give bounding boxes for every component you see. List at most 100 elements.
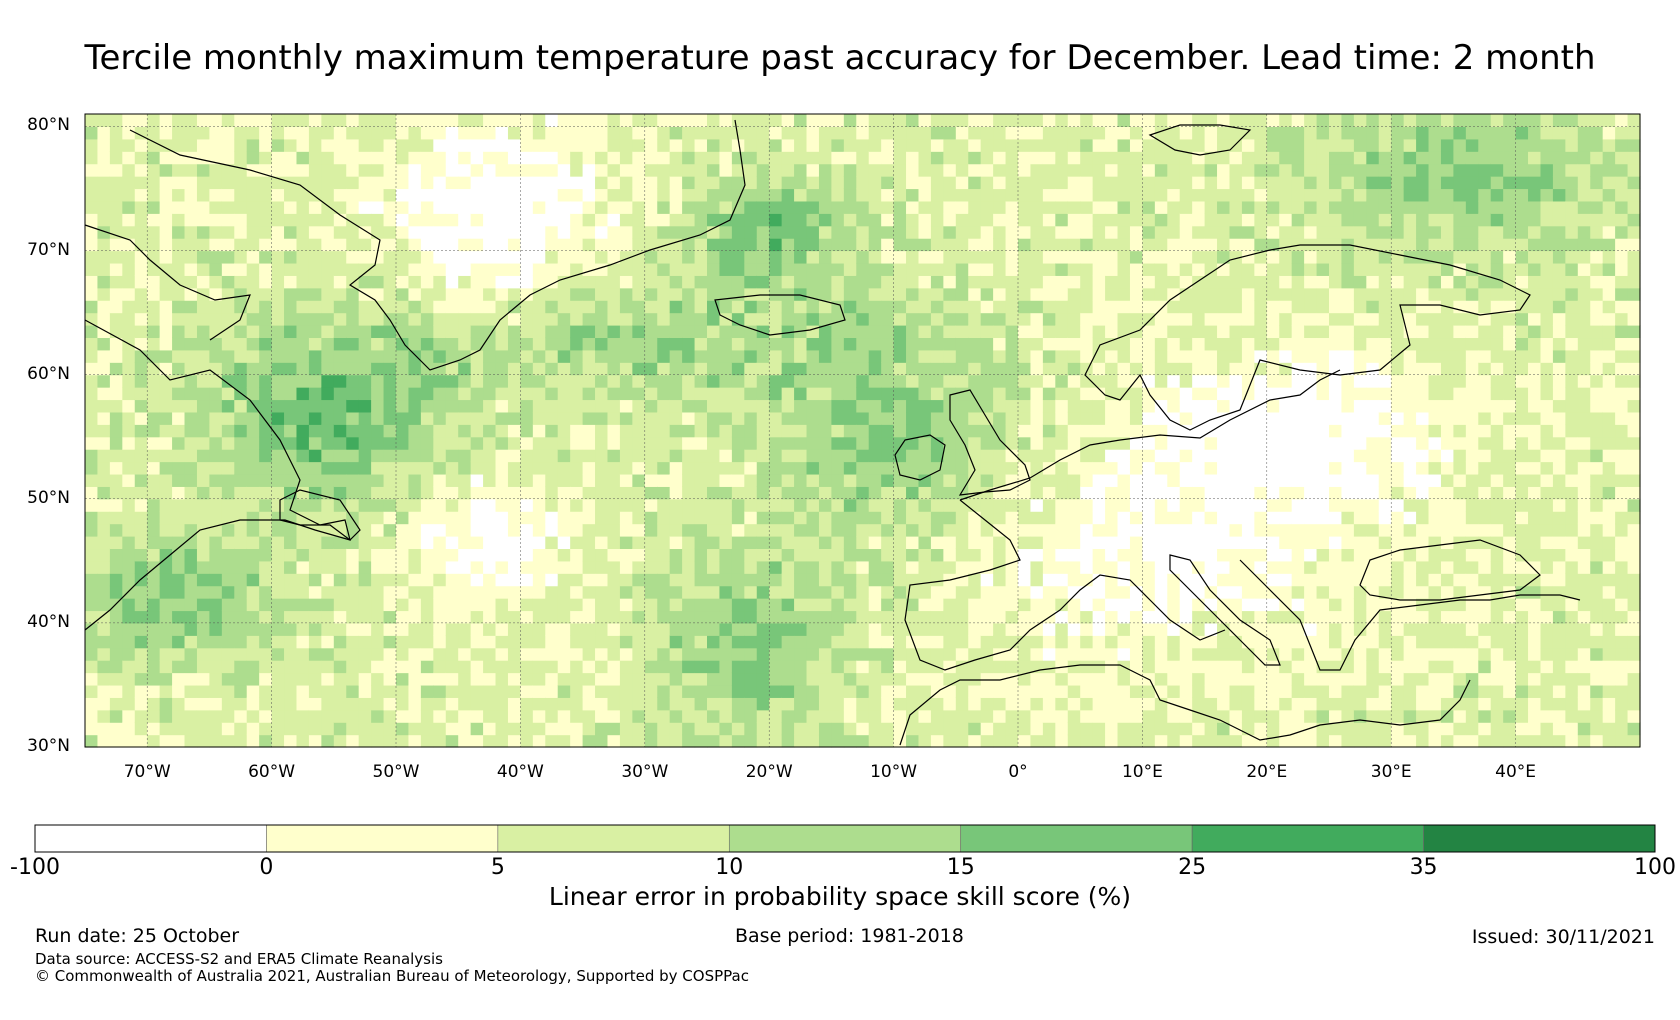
grid-cell: [1179, 250, 1193, 264]
grid-cell: [669, 200, 683, 214]
grid-cell: [147, 647, 161, 661]
grid-cell: [321, 722, 335, 736]
grid-cell: [545, 635, 559, 649]
grid-cell: [371, 300, 385, 314]
grid-cell: [993, 176, 1007, 190]
grid-cell: [1266, 126, 1280, 140]
grid-cell: [1067, 598, 1081, 612]
grid-cell: [930, 411, 944, 425]
grid-cell: [943, 486, 957, 500]
grid-cell: [906, 709, 920, 723]
grid-cell: [906, 151, 920, 165]
grid-cell: [358, 622, 372, 636]
grid-cell: [918, 114, 932, 128]
grid-cell: [893, 684, 907, 698]
grid-cell: [371, 560, 385, 574]
grid-cell: [769, 151, 783, 165]
grid-cell: [694, 275, 708, 289]
grid-cell: [930, 598, 944, 612]
grid-cell: [196, 598, 210, 612]
grid-cell: [993, 163, 1007, 177]
grid-cell: [134, 126, 148, 140]
grid-cell: [433, 151, 447, 165]
grid-cell: [806, 411, 820, 425]
grid-cell: [284, 387, 298, 401]
grid-cell: [582, 722, 596, 736]
grid-cell: [1067, 548, 1081, 562]
grid-cell: [769, 734, 783, 748]
grid-cell: [109, 511, 123, 525]
grid-cell: [818, 337, 832, 351]
grid-cell: [657, 647, 671, 661]
grid-cell: [582, 697, 596, 711]
grid-cell: [682, 250, 696, 264]
grid-cell: [781, 498, 795, 512]
grid-cell: [85, 536, 99, 550]
grid-cell: [1005, 461, 1019, 475]
grid-cell: [582, 672, 596, 686]
grid-cell: [1005, 697, 1019, 711]
grid-cell: [856, 734, 870, 748]
grid-cell: [1192, 436, 1206, 450]
grid-cell: [172, 461, 186, 475]
grid-cell: [333, 126, 347, 140]
grid-cell: [184, 548, 198, 562]
grid-cell: [570, 114, 584, 128]
grid-cell: [719, 722, 733, 736]
grid-cell: [271, 697, 285, 711]
grid-cell: [234, 697, 248, 711]
grid-cell: [532, 498, 546, 512]
grid-cell: [619, 709, 633, 723]
grid-cell: [868, 548, 882, 562]
grid-cell: [843, 138, 857, 152]
grid-cell: [371, 362, 385, 376]
grid-cell: [346, 114, 360, 128]
grid-cell: [1018, 722, 1032, 736]
grid-cell: [184, 722, 198, 736]
grid-cell: [308, 114, 322, 128]
grid-cell: [495, 684, 509, 698]
grid-cell: [918, 399, 932, 413]
grid-cell: [545, 362, 559, 376]
grid-cell: [1080, 411, 1094, 425]
grid-cell: [122, 486, 136, 500]
grid-cell: [221, 473, 235, 487]
grid-cell: [794, 238, 808, 252]
grid-cell: [731, 610, 745, 624]
grid-cell: [731, 424, 745, 438]
grid-cell: [557, 337, 571, 351]
grid-cell: [943, 114, 957, 128]
grid-cell: [893, 598, 907, 612]
grid-cell: [993, 399, 1007, 413]
grid-cell: [968, 523, 982, 537]
grid-cell: [1217, 424, 1231, 438]
grid-cell: [1167, 200, 1181, 214]
grid-cell: [420, 635, 434, 649]
grid-cell: [731, 697, 745, 711]
grid-cell: [993, 536, 1007, 550]
grid-cell: [657, 225, 671, 239]
grid-cell: [1055, 585, 1069, 599]
grid-cell: [632, 734, 646, 748]
grid-cell: [794, 349, 808, 363]
grid-cell: [1266, 163, 1280, 177]
grid-cell: [756, 325, 770, 339]
grid-cell: [109, 349, 123, 363]
grid-cell: [1042, 188, 1056, 202]
grid-cell: [893, 200, 907, 214]
grid-cell: [532, 473, 546, 487]
grid-cell: [507, 486, 521, 500]
grid-cell: [1167, 300, 1181, 314]
grid-cell: [246, 225, 260, 239]
grid-cell: [719, 598, 733, 612]
grid-cell: [769, 325, 783, 339]
grid-cell: [147, 461, 161, 475]
grid-cell: [694, 387, 708, 401]
grid-cell: [756, 411, 770, 425]
grid-cell: [918, 498, 932, 512]
grid-cell: [122, 312, 136, 326]
grid-cell: [396, 635, 410, 649]
grid-cell: [818, 635, 832, 649]
grid-cell: [993, 238, 1007, 252]
grid-cell: [868, 560, 882, 574]
